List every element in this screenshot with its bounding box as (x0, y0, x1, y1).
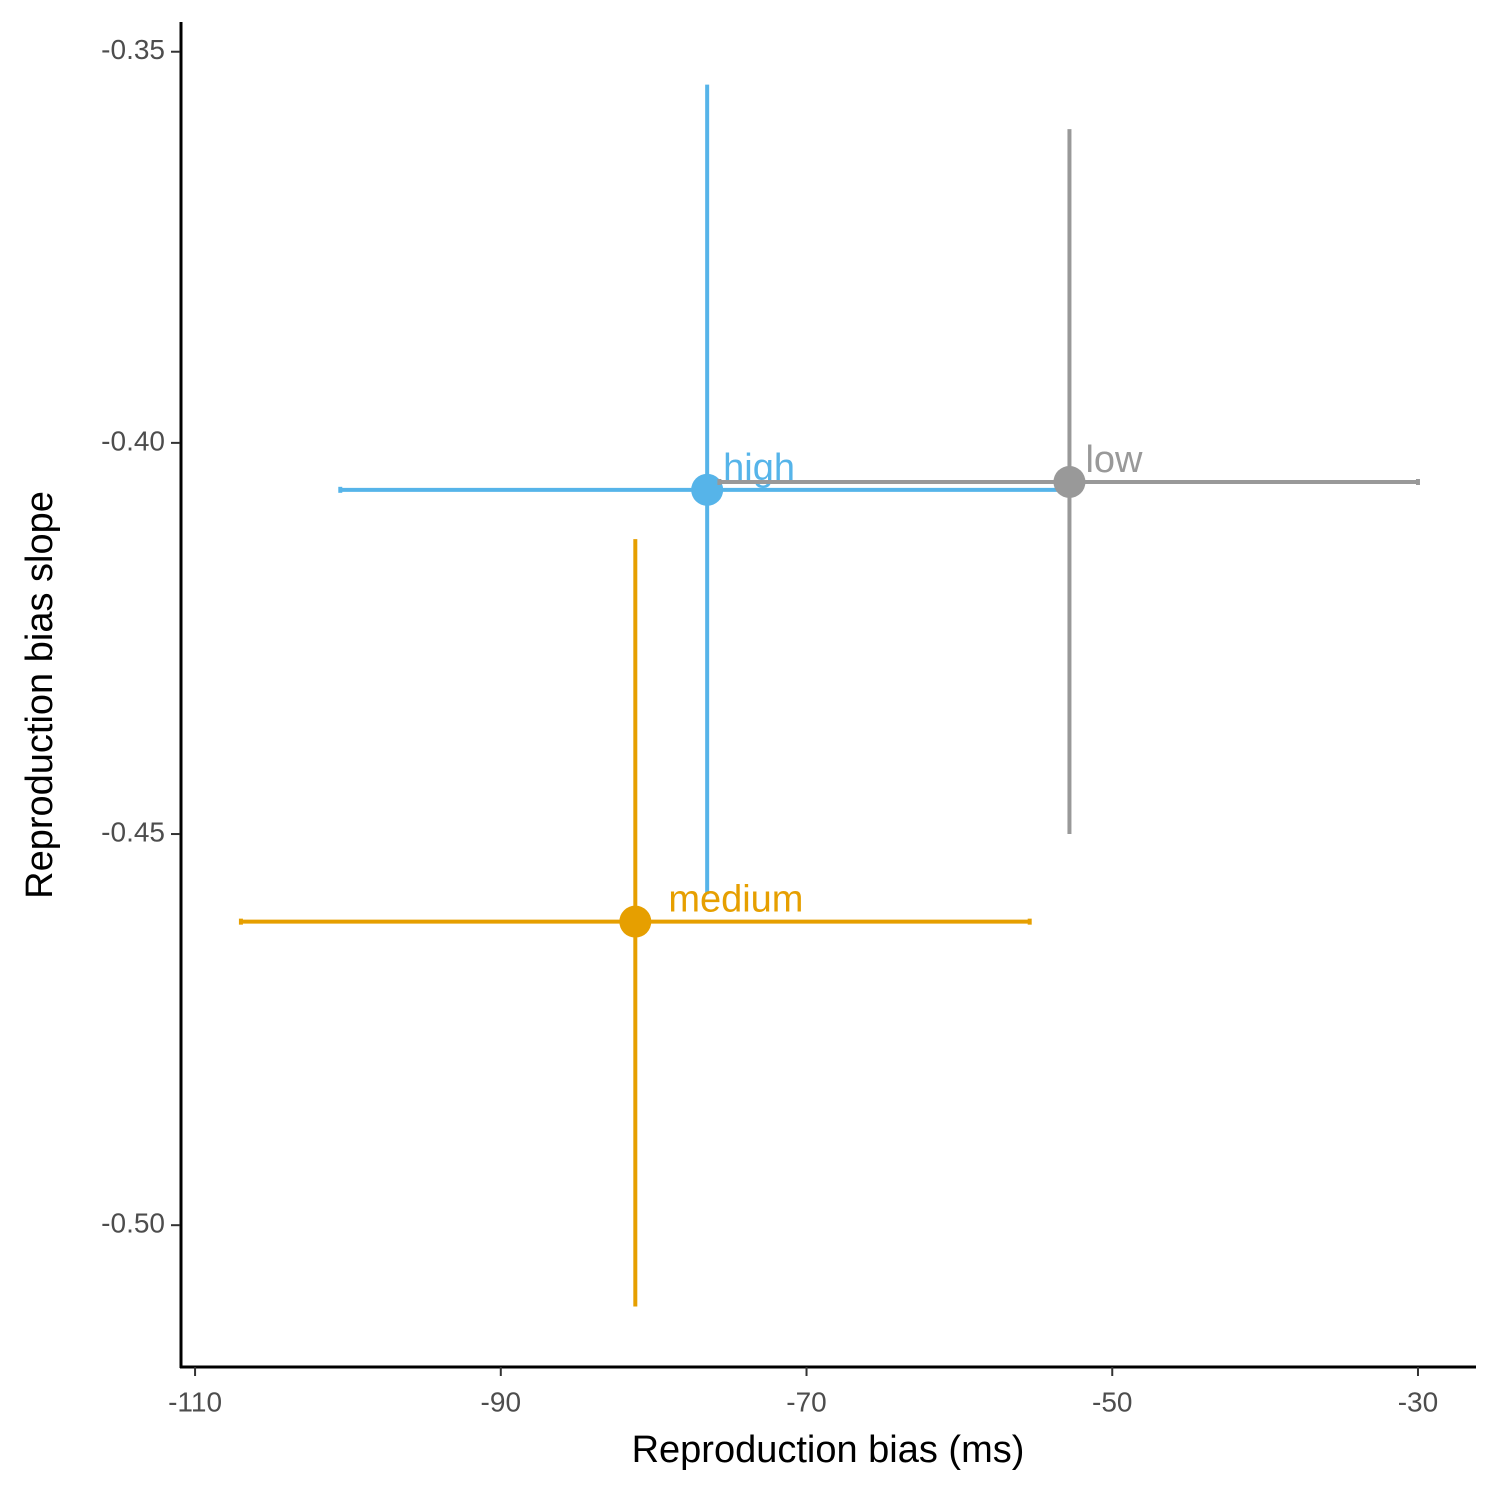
y-tick-label: -0.50 (101, 1208, 165, 1239)
point-label: medium (668, 879, 803, 921)
x-tick-label: -90 (481, 1386, 521, 1417)
point (1053, 465, 1086, 498)
x-tick-label: -30 (1398, 1386, 1438, 1417)
x-tick-label: -110 (168, 1386, 222, 1417)
y-tick-label: -0.40 (101, 425, 165, 456)
x-tick-label: -70 (786, 1386, 826, 1417)
point (691, 473, 724, 506)
y-tick-label: -0.35 (101, 34, 165, 65)
x-tick-label: -50 (1092, 1386, 1132, 1417)
point-label: low (1085, 439, 1143, 481)
y-axis-title: Reproduction bias slope (19, 491, 61, 899)
y-tick-label: -0.45 (101, 816, 165, 847)
point (619, 905, 652, 938)
x-axis-title: Reproduction bias (ms) (632, 1429, 1025, 1471)
